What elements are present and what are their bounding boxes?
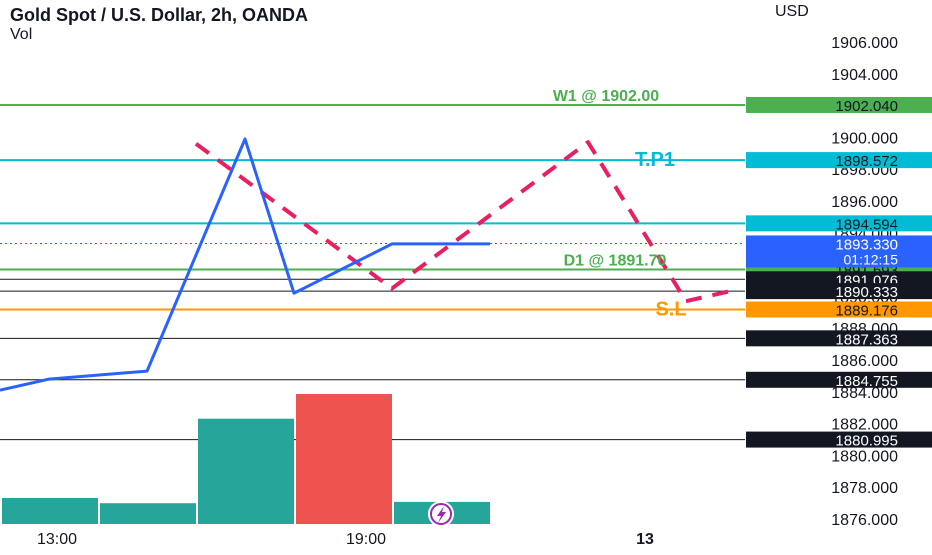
chart-title: Gold Spot / U.S. Dollar, 2h, OANDA: [10, 5, 309, 25]
y-tick-label: 1884.000: [831, 385, 898, 402]
chart-header: Gold Spot / U.S. Dollar, 2h, OANDA Vol: [10, 4, 308, 44]
volume-bar: [296, 394, 392, 524]
price-tag: [746, 283, 932, 300]
price-tag: [746, 152, 932, 169]
level-annotation: D1 @ 1891.70: [564, 252, 667, 269]
price-tag-label: 1890.333: [835, 284, 898, 301]
price-tag-label: 1902.040: [835, 98, 898, 115]
price-tag: [746, 215, 932, 232]
time-axis[interactable]: 13:00 19:00 13: [37, 531, 654, 548]
y-tick-label: 1886.000: [831, 353, 898, 370]
y-tick-label: 1896.000: [831, 194, 898, 211]
level-annotation: T.P1: [635, 149, 675, 171]
x-tick-label: 13:00: [37, 531, 77, 548]
price-tag: [746, 431, 932, 448]
volume-bar: [198, 418, 294, 524]
current-price-tag: [746, 235, 932, 268]
price-tag-label: 1884.755: [835, 373, 898, 390]
countdown-label: 01:12:15: [844, 251, 899, 267]
level-annotations: W1 @ 1902.00 T.P1 D1 @ 1891.70 S.L: [553, 88, 687, 321]
lightning-icon[interactable]: [428, 501, 454, 527]
projection-path: [194, 140, 736, 304]
price-tag-label: 1889.176: [835, 303, 898, 320]
price-tag-label: 1898.572: [835, 153, 898, 170]
volume-bars: [2, 394, 490, 524]
price-series-line: [0, 137, 490, 392]
volume-bar: [100, 503, 196, 524]
y-tick-label: 1882.000: [831, 417, 898, 434]
current-price-label: 1893.330: [835, 236, 898, 253]
price-tag: [746, 96, 932, 113]
projection-line: [194, 140, 736, 304]
y-tick-label: 1906.000: [831, 35, 898, 52]
price-tag: [746, 301, 932, 318]
y-tick-label: 1904.000: [831, 67, 898, 84]
volume-indicator-label[interactable]: Vol: [10, 26, 33, 43]
volume-bar: [2, 498, 98, 524]
level-lines: [0, 103, 745, 441]
currency-label: USD: [775, 3, 809, 20]
price-tag-label: 1887.363: [835, 331, 898, 348]
price-tag: [746, 330, 932, 347]
level-annotation: W1 @ 1902.00: [553, 88, 659, 105]
price-axis[interactable]: 1906.0001904.0001902.0001900.0001898.000…: [746, 35, 932, 529]
price-tag: [746, 371, 932, 388]
y-tick-label: 1900.000: [831, 130, 898, 147]
x-tick-label: 13: [636, 531, 654, 548]
y-tick-label: 1876.000: [831, 512, 898, 529]
price-line: [0, 137, 490, 392]
y-tick-label: 1880.000: [831, 448, 898, 465]
price-tag-label: 1880.995: [835, 433, 898, 450]
x-tick-label: 19:00: [346, 531, 386, 548]
price-tag-label: 1894.594: [835, 216, 898, 233]
level-annotation: S.L: [655, 299, 686, 321]
y-tick-label: 1878.000: [831, 480, 898, 497]
